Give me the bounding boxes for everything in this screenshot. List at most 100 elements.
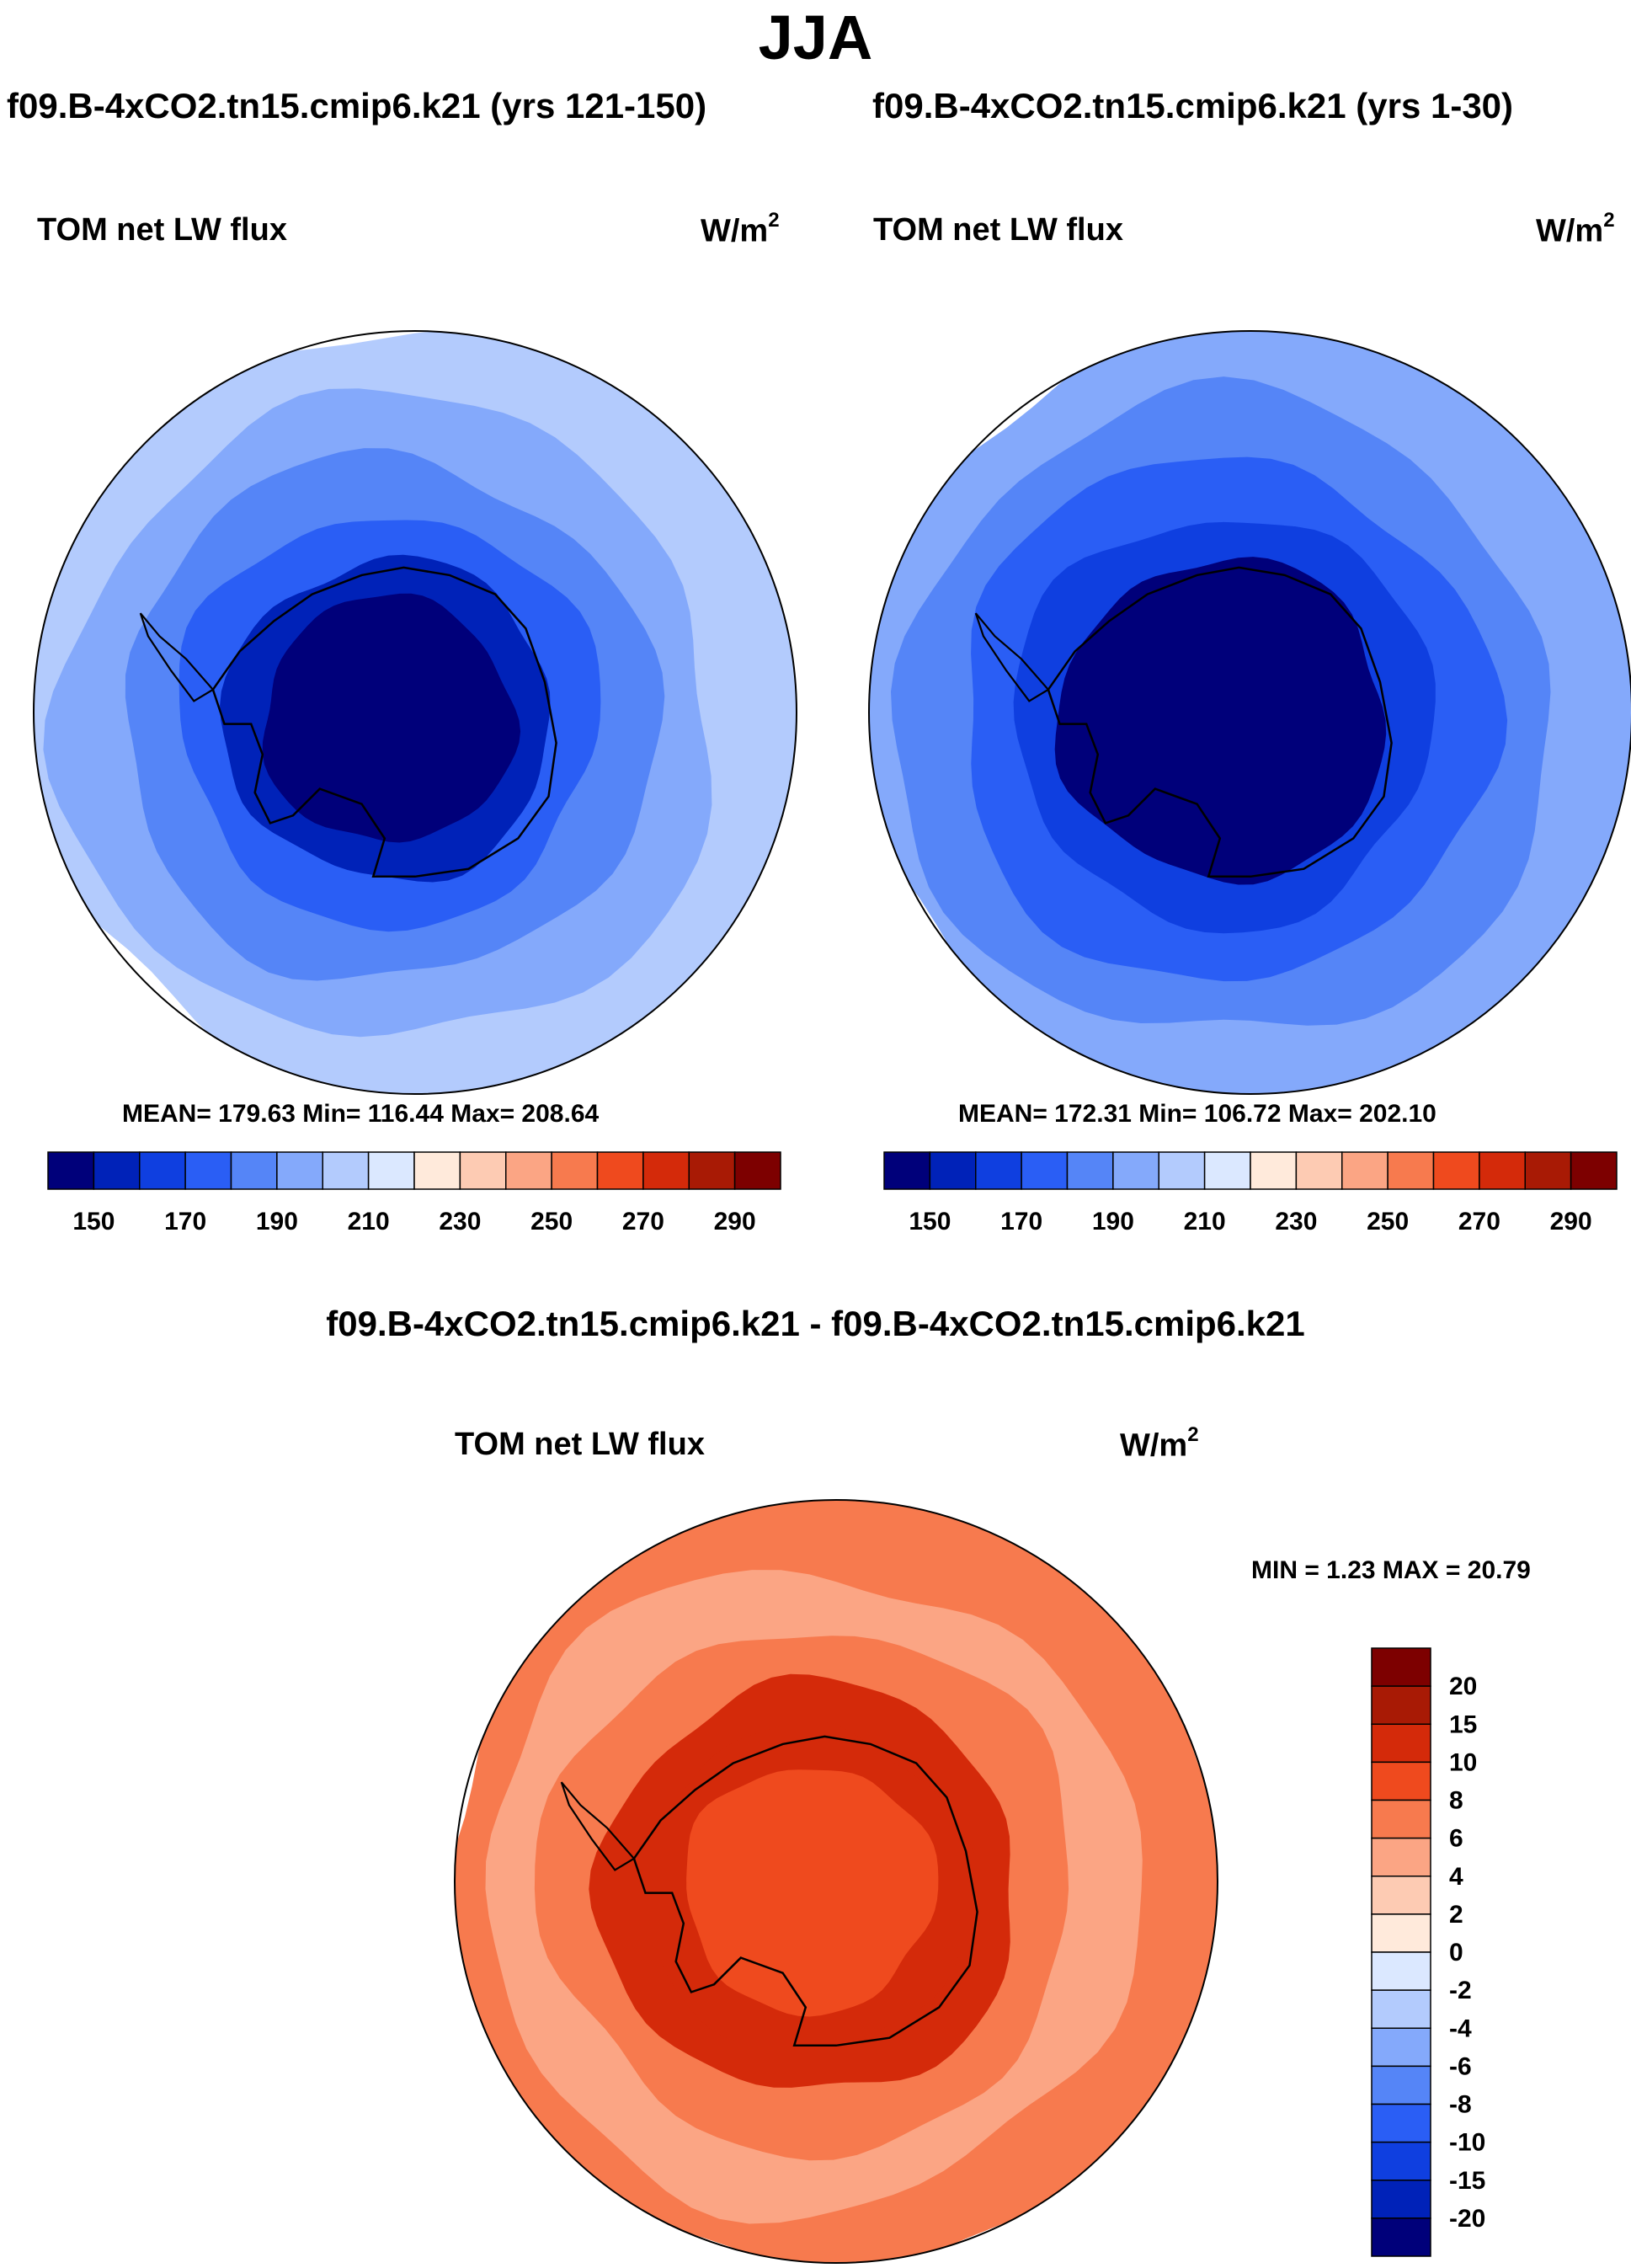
- colorbar-tick-label: 250: [530, 1208, 573, 1235]
- colorbar-box: [1570, 1151, 1618, 1190]
- colorbar-tick-label: -15: [1449, 2167, 1485, 2195]
- colorbar-box: [1203, 1151, 1251, 1190]
- panel2-case-title: f09.B-4xCO2.tn15.cmip6.k21 (yrs 1-30): [872, 86, 1514, 125]
- colorbar-box: [1371, 1837, 1431, 1877]
- map-boundary-circle: [454, 1499, 1218, 2264]
- colorbar-box: [1371, 1761, 1431, 1801]
- difference-title: f09.B-4xCO2.tn15.cmip6.k21 - f09.B-4xCO2…: [326, 1304, 1305, 1343]
- colorbar-tick-label: 270: [622, 1208, 664, 1235]
- antarctica-coastline: [1047, 566, 1393, 878]
- colorbar-box: [733, 1151, 781, 1190]
- panel1-variable-label: TOM net LW flux: [37, 212, 287, 248]
- colorbar-box: [1432, 1151, 1480, 1190]
- panel3-variable-label: TOM net LW flux: [455, 1427, 705, 1462]
- colorbar-box: [975, 1151, 1022, 1190]
- antarctica-coastline: [211, 566, 557, 878]
- colorbar-box: [1371, 1685, 1431, 1725]
- contour-band-antarctic-interior: [686, 1769, 939, 2017]
- antarctic-peninsula-coastline: [974, 612, 1050, 702]
- colorbar-tick-label: 290: [1550, 1208, 1592, 1235]
- contour-band-antarctic-plateau: [262, 593, 521, 843]
- colorbar-tick-label: 4: [1449, 1863, 1463, 1891]
- colorbar-tick-label: -2: [1449, 1977, 1472, 2004]
- colorbar-box: [1371, 1647, 1431, 1687]
- polar-map-1: [33, 330, 797, 1095]
- colorbar-box: [322, 1151, 370, 1190]
- colorbar-box: [139, 1151, 186, 1190]
- colorbar-tick-label: 230: [439, 1208, 481, 1235]
- colorbar-box: [459, 1151, 507, 1190]
- colorbar-tick-label: 270: [1458, 1208, 1500, 1235]
- colorbar-box: [230, 1151, 278, 1190]
- antarctic-peninsula-coastline: [560, 1781, 636, 1871]
- colorbar-box: [1021, 1151, 1069, 1190]
- colorbar-box: [551, 1151, 599, 1190]
- colorbar-tick-label: 20: [1449, 1673, 1477, 1700]
- colorbar-tick-label: 170: [1000, 1208, 1042, 1235]
- colorbar-tick-label: 190: [1092, 1208, 1134, 1235]
- colorbar-tick-label: 2: [1449, 1901, 1463, 1929]
- figure-title: JJA: [758, 3, 873, 72]
- colorbar-box: [413, 1151, 461, 1190]
- colorbar-box: [1371, 2103, 1431, 2143]
- colorbar-box: [1250, 1151, 1298, 1190]
- colorbar-box: [1371, 1951, 1431, 1991]
- contour-band-antarctic-plateau: [1095, 593, 1353, 845]
- colorbar-tick-label: 250: [1367, 1208, 1409, 1235]
- colorbar-box: [929, 1151, 977, 1190]
- colorbar-box: [276, 1151, 323, 1190]
- colorbar-tick-label: 0: [1449, 1939, 1463, 1966]
- colorbar-box: [1371, 2141, 1431, 2181]
- panel2-variable-label: TOM net LW flux: [873, 212, 1123, 248]
- colorbar-tick-label: 170: [164, 1208, 206, 1235]
- polar-map-2: [868, 330, 1631, 1095]
- colorbar-box: [1371, 1989, 1431, 2029]
- colorbar-box: [1371, 2027, 1431, 2068]
- colorbar-box: [1066, 1151, 1114, 1190]
- colorbar-box: [1371, 1876, 1431, 1915]
- colorbar-tick-label: -6: [1449, 2052, 1472, 2080]
- colorbar-box: [47, 1151, 95, 1190]
- panel2-units: W/m2: [1536, 209, 1615, 249]
- colorbar-box: [883, 1151, 931, 1190]
- colorbar-tick-label: 230: [1275, 1208, 1317, 1235]
- colorbar-box: [688, 1151, 736, 1190]
- polar-map-3: [454, 1499, 1218, 2264]
- colorbar-tick-label: -8: [1449, 2091, 1472, 2119]
- colorbar-box: [1112, 1151, 1159, 1190]
- antarctic-peninsula-coastline: [139, 612, 215, 702]
- colorbar-tick-label: -4: [1449, 2015, 1472, 2042]
- colorbar-tick-label: 10: [1449, 1748, 1477, 1776]
- colorbar-tick-label: 15: [1449, 1710, 1477, 1738]
- map-boundary-circle: [33, 330, 797, 1095]
- colorbar-1: 150 170 190 210 230 250 270 290: [47, 1151, 781, 1235]
- colorbar-box: [1371, 2217, 1431, 2257]
- colorbar-box: [1158, 1151, 1206, 1190]
- colorbar-tick-label: -20: [1449, 2205, 1485, 2233]
- colorbar-box: [642, 1151, 690, 1190]
- panel1-stats: MEAN= 179.63 Min= 116.44 Max= 208.64: [122, 1100, 600, 1128]
- colorbar-box: [367, 1151, 415, 1190]
- colorbar-tick-label: 150: [72, 1208, 115, 1235]
- colorbar-box: [1371, 2180, 1431, 2219]
- colorbar-box: [1371, 2065, 1431, 2105]
- colorbar-box: [1371, 1799, 1431, 1839]
- colorbar-box: [1524, 1151, 1572, 1190]
- colorbar-box: [1371, 1723, 1431, 1764]
- panel3-units: W/m2: [1120, 1423, 1199, 1464]
- colorbar-box: [1295, 1151, 1343, 1190]
- colorbar-box: [184, 1151, 232, 1190]
- colorbar-box: [1371, 1913, 1431, 1953]
- difference-min-max: MIN = 1.23 MAX = 20.79: [1251, 1556, 1531, 1584]
- colorbar-box: [596, 1151, 644, 1190]
- panel2-stats: MEAN= 172.31 Min= 106.72 Max= 202.10: [958, 1100, 1436, 1128]
- colorbar-box: [1479, 1151, 1526, 1190]
- colorbar-tick-label: 210: [348, 1208, 390, 1235]
- colorbar-box: [1341, 1151, 1388, 1190]
- colorbar-tick-label: 210: [1184, 1208, 1226, 1235]
- map-boundary-circle: [868, 330, 1631, 1095]
- colorbar-box: [1387, 1151, 1435, 1190]
- colorbar-box: [505, 1151, 552, 1190]
